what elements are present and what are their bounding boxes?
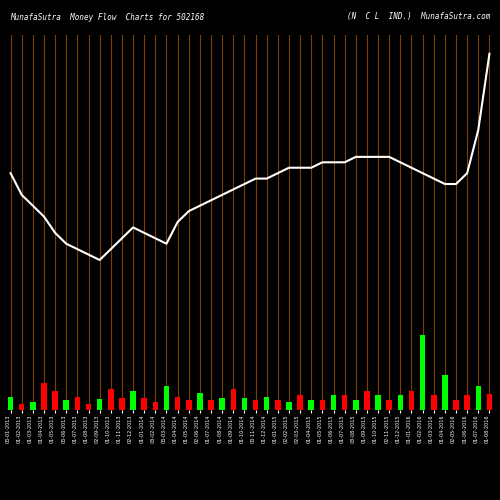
Bar: [142, 398, 147, 410]
Bar: [286, 402, 292, 410]
Bar: [175, 396, 180, 410]
Bar: [486, 394, 492, 410]
Bar: [64, 400, 69, 410]
Bar: [386, 400, 392, 410]
Bar: [86, 404, 91, 410]
Bar: [275, 400, 280, 410]
Bar: [19, 404, 24, 410]
Bar: [353, 400, 358, 410]
Bar: [74, 396, 80, 410]
Bar: [298, 395, 303, 410]
Bar: [164, 386, 170, 410]
Bar: [8, 396, 14, 410]
Bar: [242, 398, 247, 410]
Bar: [186, 400, 192, 410]
Bar: [97, 400, 102, 410]
Bar: [453, 400, 459, 410]
Bar: [220, 398, 225, 410]
Bar: [197, 393, 202, 410]
Bar: [52, 391, 58, 410]
Bar: [152, 402, 158, 410]
Bar: [364, 391, 370, 410]
Bar: [342, 395, 347, 410]
Text: MunafaSutra  Money Flow  Charts for 502168: MunafaSutra Money Flow Charts for 502168: [10, 12, 204, 22]
Bar: [442, 375, 448, 410]
Bar: [476, 386, 481, 410]
Bar: [230, 388, 236, 410]
Bar: [264, 396, 270, 410]
Bar: [108, 388, 114, 410]
Bar: [464, 395, 470, 410]
Text: (N  C L  IND.)  MunafaSutra.com: (N C L IND.) MunafaSutra.com: [346, 12, 490, 22]
Bar: [398, 395, 403, 410]
Bar: [41, 383, 47, 410]
Bar: [420, 335, 426, 410]
Bar: [320, 400, 325, 410]
Bar: [431, 395, 436, 410]
Bar: [376, 395, 381, 410]
Bar: [208, 400, 214, 410]
Bar: [408, 391, 414, 410]
Bar: [30, 402, 36, 410]
Bar: [308, 400, 314, 410]
Bar: [119, 398, 124, 410]
Bar: [330, 395, 336, 410]
Bar: [130, 391, 136, 410]
Bar: [253, 400, 258, 410]
